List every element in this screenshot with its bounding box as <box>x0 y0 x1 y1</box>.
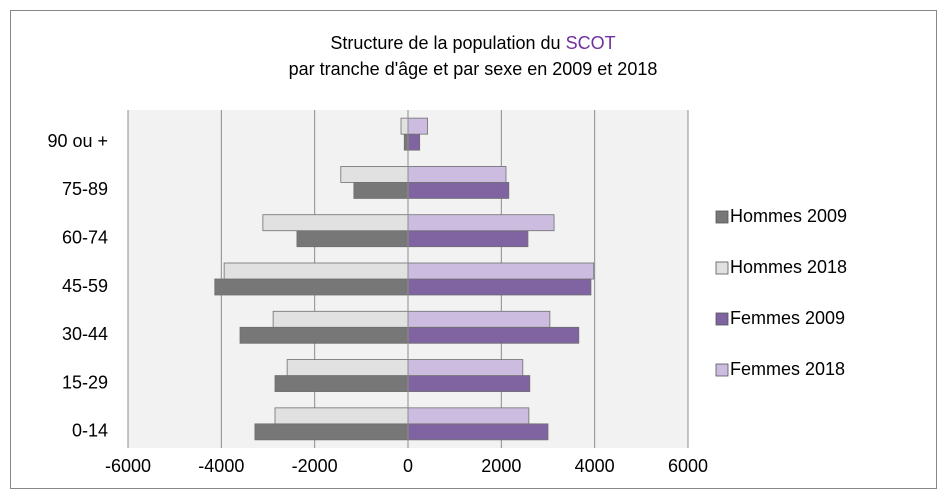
bar <box>403 133 409 151</box>
x-tick-label: -2000 <box>292 456 338 476</box>
bar <box>407 117 429 135</box>
y-tick-label: 90 ou + <box>47 131 108 151</box>
bar <box>274 407 409 425</box>
bar <box>407 182 510 199</box>
bar <box>400 117 409 135</box>
bar <box>407 310 551 328</box>
legend-label: Hommes 2018 <box>730 257 847 277</box>
bar <box>407 326 580 344</box>
y-tick-label: 60-74 <box>62 227 108 247</box>
y-tick-label: 75-89 <box>62 179 108 199</box>
bar <box>407 359 524 376</box>
bar <box>296 230 409 248</box>
y-tick-label: 45-59 <box>62 276 108 296</box>
legend-swatch <box>715 210 729 224</box>
bar <box>274 375 409 392</box>
legend-swatch <box>715 312 729 326</box>
title-part: par tranche d'âge et par sexe en 2009 et… <box>289 59 658 79</box>
legend-swatch <box>715 363 729 377</box>
chart-title: Structure de la population du SCOT <box>330 33 615 53</box>
bar <box>353 182 409 199</box>
x-tick-label: 4000 <box>575 456 615 476</box>
bar <box>407 133 421 151</box>
bar <box>407 166 507 183</box>
x-tick-label: 0 <box>403 456 413 476</box>
bar <box>407 262 595 280</box>
bar <box>262 214 409 232</box>
bar <box>286 359 409 376</box>
legend-label: Hommes 2009 <box>730 206 847 226</box>
bar <box>239 326 409 344</box>
title-part: Structure de la population du <box>330 33 560 53</box>
title-part: SCOT <box>566 33 616 53</box>
bar <box>254 423 409 441</box>
y-tick-label: 0-14 <box>72 421 108 441</box>
bar <box>340 166 409 183</box>
bar <box>407 278 592 296</box>
legend-swatch <box>715 261 729 275</box>
legend-label: Femmes 2009 <box>730 308 845 328</box>
chart-title: par tranche d'âge et par sexe en 2009 et… <box>289 59 658 79</box>
y-tick-label: 15-29 <box>62 372 108 392</box>
bar <box>223 262 409 280</box>
bar <box>407 407 530 425</box>
bar <box>407 214 555 232</box>
legend-label: Femmes 2018 <box>730 359 845 379</box>
bar <box>214 278 409 296</box>
bar <box>407 230 529 248</box>
bar <box>272 310 409 328</box>
x-tick-label: -4000 <box>198 456 244 476</box>
x-tick-label: 2000 <box>481 456 521 476</box>
bar <box>407 423 549 441</box>
bar <box>407 375 531 392</box>
x-tick-label: -6000 <box>105 456 151 476</box>
y-tick-label: 30-44 <box>62 324 108 344</box>
x-tick-label: 6000 <box>668 456 708 476</box>
